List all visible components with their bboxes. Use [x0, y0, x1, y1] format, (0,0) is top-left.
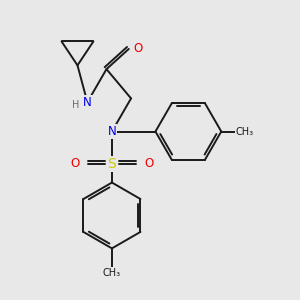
Text: O: O	[70, 158, 80, 170]
Text: CH₃: CH₃	[235, 127, 253, 136]
Text: O: O	[145, 158, 154, 170]
Text: CH₃: CH₃	[103, 268, 121, 278]
Text: N: N	[83, 96, 92, 109]
Text: N: N	[108, 125, 116, 138]
Text: H: H	[72, 100, 80, 110]
Text: O: O	[134, 43, 143, 56]
Text: S: S	[108, 157, 116, 171]
